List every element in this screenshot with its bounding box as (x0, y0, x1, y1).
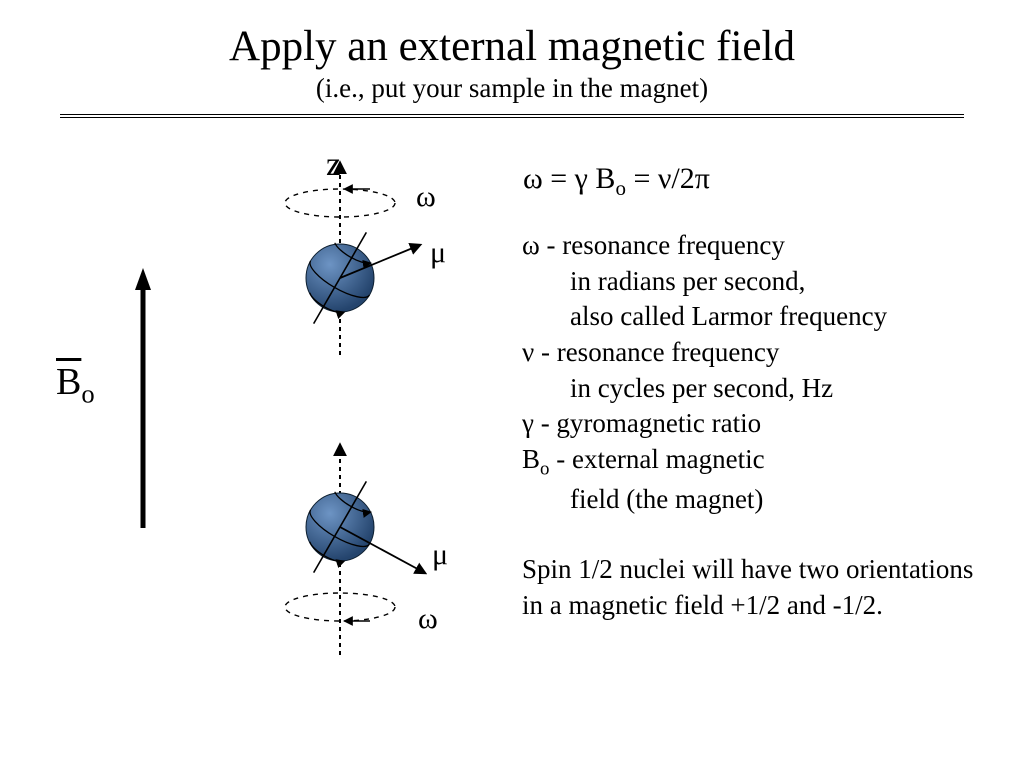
def-nu: ν - resonance frequency in cycles per se… (522, 335, 887, 406)
larmor-equation: ω = γ Bo = ν/2π (523, 162, 710, 201)
def-b0: Bo - external magnetic field (the magnet… (522, 442, 887, 518)
title-sub: (i.e., put your sample in the magnet) (0, 73, 1024, 104)
title-block: Apply an external magnetic field (i.e., … (0, 0, 1024, 118)
b0-label: Bo (56, 360, 95, 410)
def-gamma: γ - gyromagnetic ratio (522, 406, 887, 442)
precession-diagram (215, 145, 505, 685)
title-rule (60, 114, 964, 118)
def-omega: ω - resonance frequency in radians per s… (522, 228, 887, 335)
symbol-definitions: ω - resonance frequency in radians per s… (522, 228, 887, 518)
title-main: Apply an external magnetic field (0, 22, 1024, 71)
b0-arrow-icon (135, 268, 151, 528)
slide: Apply an external magnetic field (i.e., … (0, 0, 1024, 768)
spin-note: Spin 1/2 nuclei will have two orientatio… (522, 552, 982, 623)
